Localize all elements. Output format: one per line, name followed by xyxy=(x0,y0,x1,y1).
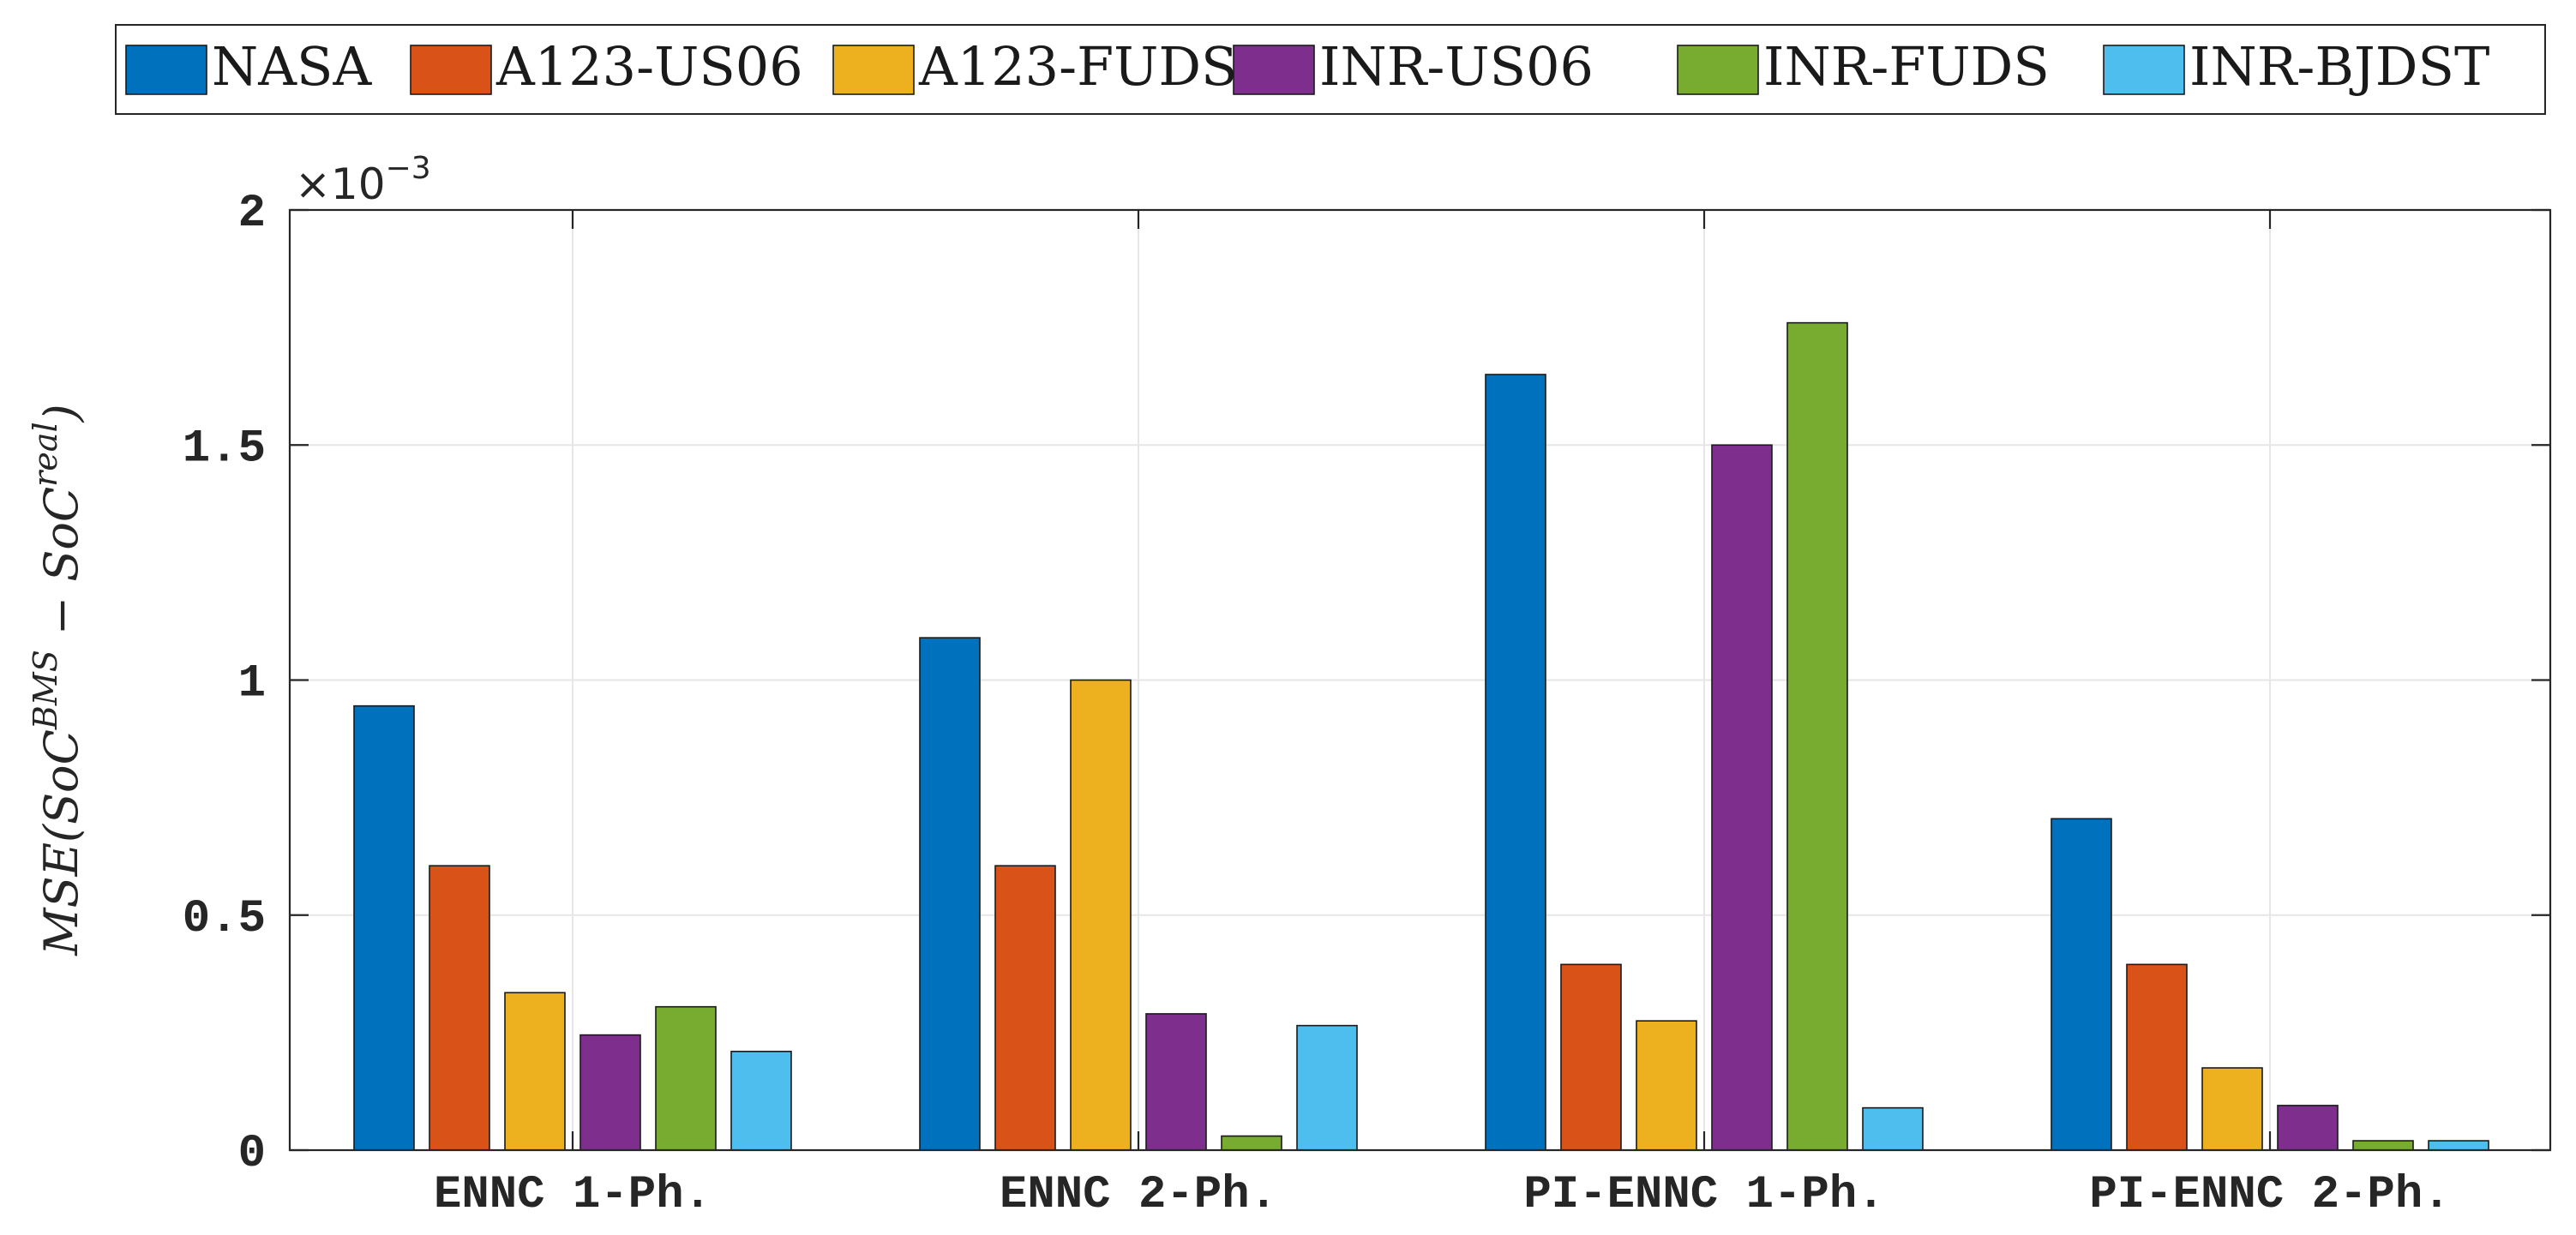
x-axis-ticks: ENNC 1-Ph. ENNC 2-Ph. PI-ENNC 1-Ph. PI-ENNC… xyxy=(434,210,2451,1221)
x-tick-label: ENNC 2-Ph. xyxy=(1000,1169,1277,1221)
bar xyxy=(1862,1106,1924,1151)
legend-swatch xyxy=(832,45,915,95)
legend-label: INR-BJDST xyxy=(2189,35,2489,98)
bar xyxy=(1070,679,1132,1151)
bar xyxy=(1485,374,1546,1151)
bar xyxy=(504,992,566,1151)
y-tick-label: 2 xyxy=(238,188,266,240)
bar xyxy=(1145,1013,1207,1151)
y-tick-label: 1.5 xyxy=(183,423,266,475)
legend: NASA A123-US06 A123-FUDS INR-US06 INR-FUDS IN… xyxy=(125,35,2489,98)
bar xyxy=(1560,963,1622,1151)
legend-swatch xyxy=(2103,45,2185,95)
bar xyxy=(2277,1105,2339,1151)
y-tick-label: 0 xyxy=(238,1128,266,1180)
legend-label: INR-FUDS xyxy=(1763,35,2050,98)
bar xyxy=(1296,1024,1358,1151)
bar xyxy=(429,865,490,1151)
legend-label: A123-FUDS xyxy=(918,35,1238,98)
bar xyxy=(994,865,1056,1151)
x-tick-label: PI-ENNC 1-Ph. xyxy=(1523,1169,1884,1221)
bar xyxy=(1221,1135,1282,1151)
y-axis-label: MSE(SoCBMS − SoCreal) xyxy=(27,404,88,956)
bar xyxy=(655,1005,717,1151)
y-tick-label: 0.5 xyxy=(183,893,266,945)
y-axis-ticks: 0 0.5 1 1.5 2 xyxy=(183,188,2550,1180)
y-tick-label: 1 xyxy=(238,658,266,710)
legend-swatch xyxy=(1233,45,1315,95)
bar xyxy=(1636,1020,1697,1151)
y-multiplier: ×10−3 xyxy=(295,151,431,209)
bars-group xyxy=(353,321,2489,1151)
x-tick-label: PI-ENNC 2-Ph. xyxy=(2089,1169,2450,1221)
bar xyxy=(2352,1140,2414,1151)
legend-label: INR-US06 xyxy=(1319,35,1594,98)
bar xyxy=(1711,444,1773,1151)
bar xyxy=(2201,1067,2263,1151)
bar xyxy=(2051,818,2112,1151)
legend-label: A123-US06 xyxy=(495,35,803,98)
bar xyxy=(2428,1140,2489,1151)
bar xyxy=(730,1051,792,1151)
x-tick-label: ENNC 1-Ph. xyxy=(434,1169,712,1221)
bar xyxy=(919,637,981,1151)
bar xyxy=(2126,963,2188,1151)
legend-label: NASA xyxy=(212,35,372,98)
bar xyxy=(579,1034,641,1151)
legend-swatch xyxy=(125,45,207,95)
legend-swatch xyxy=(1677,45,1759,95)
legend-swatch xyxy=(410,45,492,95)
grid-lines xyxy=(290,210,2550,1150)
bar xyxy=(353,704,415,1151)
bar xyxy=(1786,321,1848,1151)
